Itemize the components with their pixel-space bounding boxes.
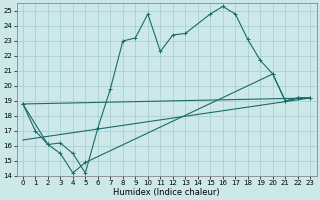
- X-axis label: Humidex (Indice chaleur): Humidex (Indice chaleur): [113, 188, 220, 197]
